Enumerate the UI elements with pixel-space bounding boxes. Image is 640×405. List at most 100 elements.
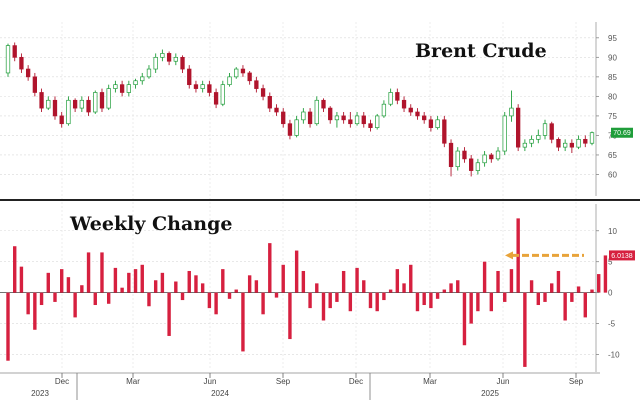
change-bar: [86, 252, 91, 293]
change-panel-title: Weekly Change: [69, 213, 232, 235]
change-bar: [482, 261, 487, 293]
change-bar: [26, 292, 30, 315]
change-bar: [348, 292, 353, 312]
candle-body: [509, 107, 514, 117]
candle-body: [435, 119, 440, 128]
candle-body: [516, 107, 521, 148]
candle-body: [448, 142, 454, 168]
candle-body: [395, 92, 400, 101]
candle-body: [106, 88, 111, 109]
candle-body: [341, 115, 346, 121]
price-candlesticks: [5, 42, 595, 177]
candle-body: [25, 68, 31, 78]
candle-body: [495, 150, 501, 160]
x-axis-ticks: Dec Mar Jun Sep Dec Mar Jun Sep 2023 2024 2025: [31, 373, 584, 400]
price-last-badge: [611, 127, 633, 138]
candle-body: [260, 88, 266, 97]
change-bar: [288, 292, 292, 340]
price-tick-label: 80: [608, 92, 617, 101]
candle-body: [153, 56, 158, 70]
candle-body: [361, 115, 366, 125]
x-tick-label: Jun: [497, 377, 510, 386]
candle-body: [166, 53, 172, 62]
candle-body: [59, 115, 64, 125]
change-bar: [207, 292, 212, 309]
x-tick-label: Mar: [126, 377, 140, 386]
candle-body: [140, 76, 145, 82]
change-bar: [66, 277, 71, 293]
candle-body: [294, 119, 299, 136]
candle-body: [193, 84, 199, 89]
change-bar: [274, 292, 279, 298]
change-tick-label: -10: [608, 351, 620, 360]
change-bar: [187, 270, 191, 293]
change-bar: [556, 270, 561, 293]
change-bar: [80, 285, 84, 293]
change-bar: [200, 283, 205, 293]
change-bar: [227, 292, 232, 299]
change-bar: [341, 270, 346, 293]
price-tick-label: 60: [608, 170, 617, 179]
candle-body: [227, 76, 232, 86]
last-value-badges: 70.69 6.0138: [609, 127, 635, 261]
change-bar: [382, 292, 386, 301]
change-last-value: 6.0138: [611, 253, 633, 260]
change-bar: [563, 292, 567, 321]
change-bar: [415, 292, 420, 312]
candle-body: [455, 150, 460, 168]
change-bar: [113, 267, 118, 293]
reference-arrow-head: [505, 251, 513, 260]
candle-body: [583, 138, 588, 144]
candle-body: [415, 111, 420, 117]
price-tick-label: 85: [608, 73, 617, 82]
candle-body: [274, 107, 279, 113]
candle-body: [529, 138, 534, 144]
change-tick-label: 0: [608, 289, 613, 298]
candle-body: [354, 115, 360, 125]
x-tick-label: Sep: [569, 377, 584, 386]
price-axis-ticks: 9590858075706560: [596, 34, 617, 179]
change-bar: [422, 292, 426, 306]
change-bar: [402, 283, 406, 293]
change-bar: [46, 272, 50, 293]
change-bar: [73, 292, 77, 318]
change-bar: [60, 269, 64, 293]
change-bar: [375, 292, 379, 312]
candle-body: [576, 138, 581, 148]
candle-body: [113, 84, 118, 89]
change-last-badge: [609, 250, 635, 261]
candle-body: [213, 92, 219, 105]
candle-body: [79, 99, 84, 109]
candle-body: [173, 56, 178, 62]
change-bar: [106, 292, 111, 304]
candle-body: [32, 76, 38, 93]
price-tick-label: 90: [608, 53, 617, 62]
change-bar: [53, 292, 57, 302]
change-bar: [456, 280, 460, 293]
candle-body: [19, 56, 24, 70]
change-bar: [180, 292, 185, 301]
change-bar: [368, 292, 373, 309]
change-bar: [603, 255, 608, 293]
candle-body: [160, 53, 165, 58]
change-axis-ticks: 10 5 0 -5 -10: [596, 227, 620, 360]
change-bar: [597, 274, 601, 293]
change-bar: [529, 280, 534, 293]
change-bar: [328, 292, 332, 309]
change-bar: [321, 292, 326, 321]
change-bar: [496, 270, 500, 293]
candle-body: [66, 99, 71, 125]
change-bar: [294, 250, 299, 293]
change-bar: [442, 289, 447, 293]
candle-body: [99, 92, 105, 109]
change-bar: [462, 292, 467, 346]
candle-body: [126, 84, 131, 93]
candle-body: [482, 154, 487, 164]
change-bar: [221, 269, 225, 293]
change-bar: [133, 269, 138, 293]
change-bar: [355, 267, 359, 293]
change-bar: [570, 292, 574, 302]
change-tick-label: 10: [608, 227, 617, 236]
x-tick-label: Mar: [423, 377, 437, 386]
